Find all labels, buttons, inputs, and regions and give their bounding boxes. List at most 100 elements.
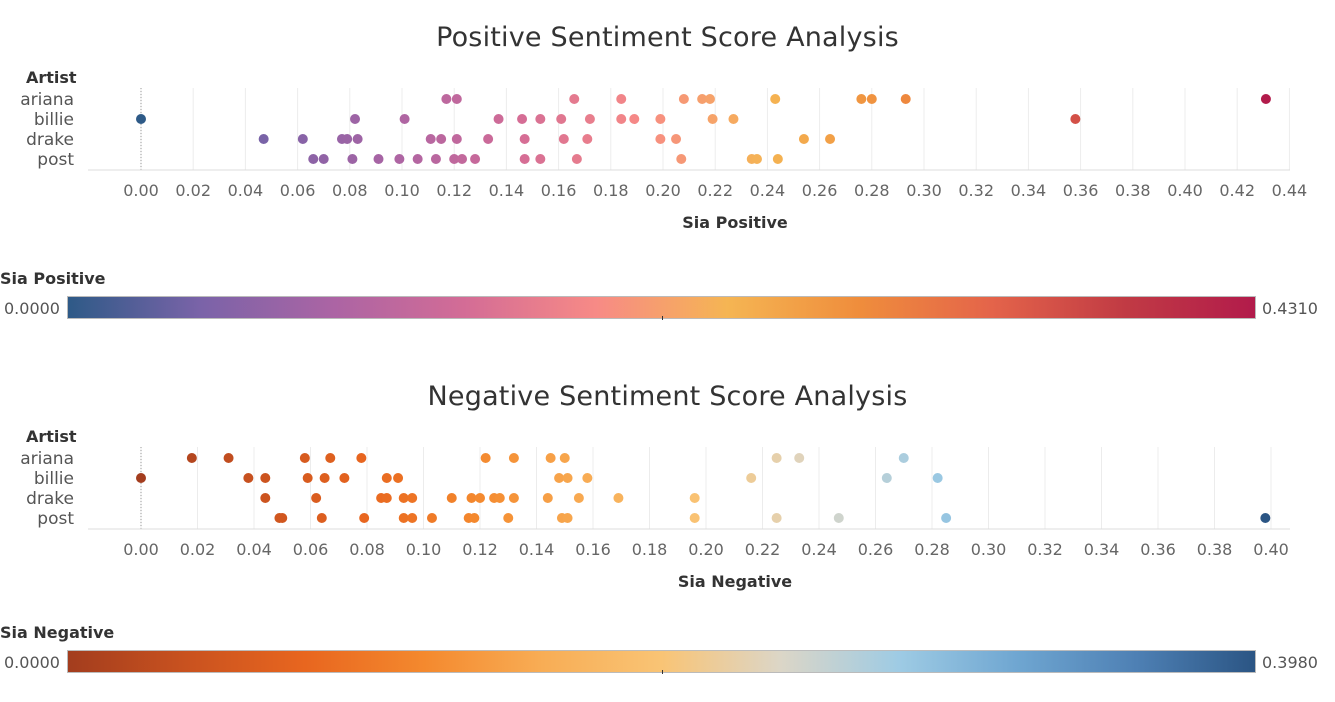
negative-point-billie[interactable] [562, 473, 573, 483]
positive-point-post[interactable] [318, 154, 329, 164]
positive-point-drake[interactable] [655, 134, 666, 144]
positive-point-billie[interactable] [399, 114, 410, 124]
positive-point-billie[interactable] [493, 114, 504, 124]
negative-point-ariana[interactable] [794, 453, 805, 463]
positive-point-post[interactable] [412, 154, 423, 164]
positive-point-post[interactable] [449, 154, 460, 164]
negative-point-ariana[interactable] [898, 453, 909, 463]
negative-point-billie[interactable] [302, 473, 313, 483]
positive-point-ariana[interactable] [856, 94, 867, 104]
positive-point-post[interactable] [676, 154, 687, 164]
positive-point-ariana[interactable] [441, 94, 452, 104]
negative-point-post[interactable] [562, 513, 573, 523]
positive-point-drake[interactable] [483, 134, 494, 144]
positive-point-post[interactable] [347, 154, 358, 164]
positive-point-ariana[interactable] [678, 94, 689, 104]
positive-point-drake[interactable] [558, 134, 569, 144]
negative-point-post[interactable] [469, 513, 480, 523]
positive-point-post[interactable] [308, 154, 319, 164]
negative-point-billie[interactable] [393, 473, 404, 483]
negative-point-drake[interactable] [508, 493, 519, 503]
negative-point-post[interactable] [359, 513, 370, 523]
positive-point-post[interactable] [394, 154, 405, 164]
positive-point-billie[interactable] [1070, 114, 1081, 124]
positive-point-billie[interactable] [707, 114, 718, 124]
positive-point-post[interactable] [457, 154, 468, 164]
negative-point-ariana[interactable] [559, 453, 570, 463]
negative-point-post[interactable] [833, 513, 844, 523]
negative-point-ariana[interactable] [186, 453, 197, 463]
negative-point-drake[interactable] [407, 493, 418, 503]
negative-point-post[interactable] [426, 513, 437, 523]
positive-point-billie[interactable] [136, 114, 146, 124]
positive-point-post[interactable] [751, 154, 762, 164]
positive-point-drake[interactable] [451, 134, 462, 144]
positive-point-drake[interactable] [436, 134, 447, 144]
positive-point-ariana[interactable] [866, 94, 877, 104]
positive-point-ariana[interactable] [697, 94, 708, 104]
positive-point-ariana[interactable] [770, 94, 781, 104]
positive-point-post[interactable] [772, 154, 783, 164]
positive-point-post[interactable] [519, 154, 530, 164]
positive-point-drake[interactable] [798, 134, 809, 144]
positive-point-ariana[interactable] [569, 94, 580, 104]
positive-point-billie[interactable] [629, 114, 640, 124]
negative-point-drake[interactable] [542, 493, 553, 503]
negative-point-billie[interactable] [339, 473, 350, 483]
positive-point-drake[interactable] [582, 134, 593, 144]
negative-point-drake[interactable] [613, 493, 624, 503]
positive-point-ariana[interactable] [616, 94, 627, 104]
negative-point-post[interactable] [689, 513, 700, 523]
negative-point-post[interactable] [1260, 513, 1271, 523]
negative-point-ariana[interactable] [508, 453, 519, 463]
negative-color-legend-bar[interactable] [67, 650, 1256, 673]
negative-point-drake[interactable] [494, 493, 505, 503]
negative-point-ariana[interactable] [356, 453, 367, 463]
positive-point-post[interactable] [430, 154, 441, 164]
positive-point-billie[interactable] [616, 114, 627, 124]
negative-point-drake[interactable] [381, 493, 392, 503]
positive-point-drake[interactable] [671, 134, 682, 144]
negative-point-ariana[interactable] [325, 453, 336, 463]
negative-point-billie[interactable] [243, 473, 254, 483]
negative-point-billie[interactable] [381, 473, 392, 483]
negative-point-billie[interactable] [582, 473, 593, 483]
positive-point-drake[interactable] [825, 134, 836, 144]
positive-point-drake[interactable] [258, 134, 269, 144]
negative-point-drake[interactable] [398, 493, 409, 503]
negative-point-ariana[interactable] [545, 453, 556, 463]
positive-point-billie[interactable] [584, 114, 595, 124]
negative-point-post[interactable] [398, 513, 409, 523]
positive-point-ariana[interactable] [1260, 94, 1271, 104]
negative-point-post[interactable] [407, 513, 418, 523]
positive-point-drake[interactable] [297, 134, 308, 144]
negative-point-drake[interactable] [466, 493, 477, 503]
negative-point-billie[interactable] [319, 473, 330, 483]
positive-point-billie[interactable] [535, 114, 546, 124]
positive-point-post[interactable] [571, 154, 582, 164]
positive-point-billie[interactable] [517, 114, 528, 124]
negative-point-drake[interactable] [311, 493, 322, 503]
positive-point-drake[interactable] [342, 134, 353, 144]
negative-point-billie[interactable] [932, 473, 943, 483]
negative-point-ariana[interactable] [299, 453, 310, 463]
negative-point-billie[interactable] [260, 473, 271, 483]
positive-point-post[interactable] [373, 154, 384, 164]
positive-point-drake[interactable] [519, 134, 530, 144]
negative-point-billie[interactable] [881, 473, 892, 483]
negative-point-post[interactable] [771, 513, 782, 523]
positive-point-drake[interactable] [352, 134, 363, 144]
positive-point-billie[interactable] [655, 114, 666, 124]
positive-point-ariana[interactable] [704, 94, 715, 104]
positive-point-post[interactable] [535, 154, 546, 164]
negative-point-post[interactable] [941, 513, 952, 523]
negative-point-billie[interactable] [554, 473, 565, 483]
negative-point-drake[interactable] [260, 493, 271, 503]
negative-point-billie[interactable] [136, 473, 146, 483]
positive-point-post[interactable] [470, 154, 481, 164]
positive-point-ariana[interactable] [451, 94, 462, 104]
negative-point-drake[interactable] [446, 493, 457, 503]
negative-point-post[interactable] [503, 513, 514, 523]
negative-point-drake[interactable] [475, 493, 485, 503]
positive-point-ariana[interactable] [900, 94, 911, 104]
